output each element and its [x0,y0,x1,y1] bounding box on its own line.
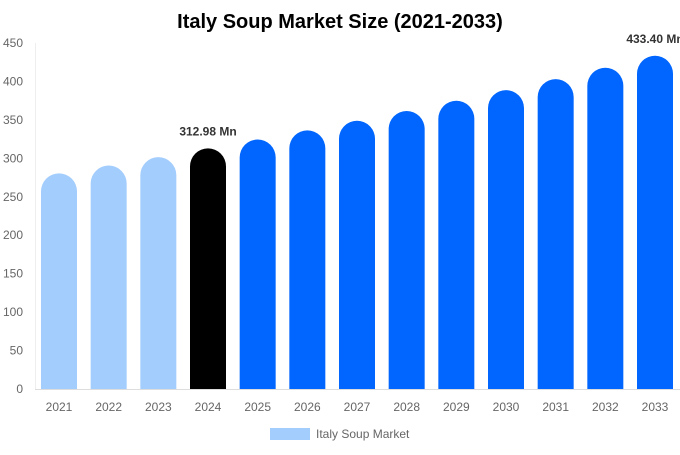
y-tick-label: 250 [3,190,23,204]
x-tick-label: 2029 [443,400,470,414]
y-axis: 0 50 100 150 200 250 300 350 400 450 [3,36,23,396]
chart-title: Italy Soup Market Size (2021-2033) [177,11,503,33]
x-tick-label: 2033 [642,400,669,414]
x-tick-label: 2032 [592,400,619,414]
legend[interactable]: Italy Soup Market [270,427,410,441]
y-tick-label: 150 [3,267,23,281]
y-tick-label: 350 [3,113,23,127]
x-tick-label: 2027 [344,400,371,414]
bar-2028[interactable] [388,110,425,389]
x-tick-label: 2023 [145,400,172,414]
legend-swatch [270,428,310,440]
x-tick-label: 2021 [46,400,73,414]
y-tick-label: 0 [16,382,23,396]
x-tick-label: 2031 [542,400,569,414]
bar-2027[interactable] [339,120,375,389]
bar-2026[interactable] [289,130,326,390]
x-tick-label: 2025 [244,400,271,414]
bar-2023[interactable] [140,157,177,389]
data-label: 312.98 Mn [179,124,236,138]
bar-2024[interactable] [190,148,226,389]
x-tick-label: 2030 [493,400,520,414]
y-tick-label: 50 [10,344,24,358]
bar-2029[interactable] [438,100,475,389]
x-tick-label: 2026 [294,400,321,414]
bar-2025[interactable] [239,139,276,389]
bar-2033[interactable] [637,55,673,390]
x-tick-label: 2028 [393,400,420,414]
bar-2032[interactable] [587,67,624,389]
x-axis: 2021 2022 2023 2024 2025 2026 2027 2028 2029 2030… [46,400,669,414]
y-tick-label: 200 [3,228,23,242]
y-tick-label: 100 [3,305,23,319]
bar-2030[interactable] [488,90,524,390]
y-tick-label: 300 [3,151,23,165]
bar-2022[interactable] [90,165,127,389]
data-labels: 312.98 Mn 433.40 Mn [179,32,680,139]
bar-2021[interactable] [41,173,77,389]
x-tick-label: 2022 [95,400,122,414]
y-tick-label: 400 [3,74,23,88]
x-tick-label: 2024 [195,400,222,414]
legend-label: Italy Soup Market [316,427,410,441]
data-label: 433.40 Mn [626,32,680,46]
y-tick-label: 450 [3,36,23,50]
bars [41,55,673,390]
bar-2031[interactable] [537,79,574,389]
